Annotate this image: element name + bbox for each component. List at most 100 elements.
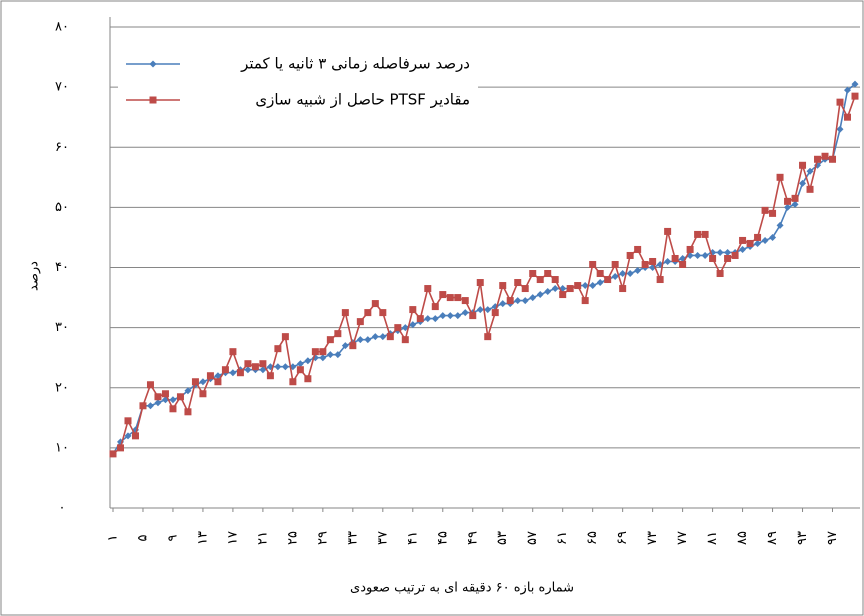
data-point	[311, 348, 319, 356]
x-tick-label: ۹	[165, 534, 180, 541]
data-point	[484, 306, 492, 314]
data-point	[161, 390, 169, 398]
data-point	[379, 333, 387, 341]
data-point	[806, 185, 814, 193]
x-tick-label: ۳۳	[345, 531, 360, 545]
data-point	[304, 375, 312, 383]
data-point	[544, 288, 552, 296]
data-point	[341, 309, 349, 317]
data-point	[281, 363, 289, 371]
legend-marker	[149, 96, 157, 104]
y-tick-label: ۲۰	[55, 380, 69, 395]
data-point	[154, 399, 162, 407]
data-point	[379, 309, 387, 317]
data-point	[401, 336, 409, 344]
x-tick-label: ۹۳	[795, 531, 810, 545]
y-tick-label: ۴۰	[55, 260, 69, 275]
data-point	[184, 408, 192, 416]
legend-label: درصد سرفاصله زمانی ۳ ثانیه یا کمتر	[240, 55, 470, 73]
data-point	[851, 92, 859, 100]
y-tick-label: ۷۰	[55, 80, 69, 95]
x-tick-label: ۸۹	[765, 531, 780, 545]
data-point	[769, 233, 777, 241]
data-point	[191, 378, 199, 386]
y-tick-label: ۱۰	[55, 440, 69, 455]
data-point	[319, 348, 327, 356]
data-point	[806, 167, 814, 175]
data-point	[236, 369, 244, 377]
data-point	[266, 372, 274, 380]
data-point	[596, 279, 604, 287]
data-point	[176, 393, 184, 401]
data-point	[469, 312, 477, 320]
data-point	[356, 336, 364, 344]
data-point	[829, 155, 837, 163]
data-point	[229, 348, 237, 356]
data-point	[664, 227, 672, 235]
data-point	[506, 297, 514, 305]
x-tick-label: ۲۹	[315, 531, 330, 545]
data-point	[289, 378, 297, 386]
data-point	[619, 270, 627, 278]
legend-label: مقادیر PTSF حاصل از شبیه سازی	[255, 91, 470, 109]
data-point	[326, 336, 334, 344]
x-tick-label: ۶۵	[585, 531, 600, 545]
data-point	[611, 273, 619, 281]
x-tick-label: ۸۱	[705, 531, 720, 545]
data-point	[724, 248, 732, 256]
data-point	[544, 270, 552, 278]
data-point	[454, 294, 462, 302]
data-point	[626, 251, 634, 259]
data-point	[461, 297, 469, 305]
x-tick-label: ۲۱	[255, 531, 270, 545]
x-tick-label: ۹۷	[825, 531, 840, 545]
data-point	[581, 297, 589, 305]
data-point	[499, 300, 507, 308]
legend-marker	[149, 60, 157, 68]
data-point	[611, 260, 619, 268]
data-point	[514, 297, 522, 305]
x-axis-title: شماره بازه ۶۰ دقیقه ای به ترتیب صعودی	[350, 581, 574, 596]
data-point	[536, 291, 544, 299]
data-point	[649, 257, 657, 265]
data-point	[754, 239, 762, 247]
x-tick-label: ۴۵	[435, 531, 450, 545]
data-point	[619, 285, 627, 293]
x-tick-label: ۷۳	[645, 531, 660, 545]
data-point	[514, 279, 522, 287]
data-point	[116, 444, 124, 452]
data-point	[349, 342, 357, 350]
data-point	[551, 276, 559, 284]
data-point	[131, 432, 139, 440]
data-point	[431, 315, 439, 323]
data-point	[701, 251, 709, 259]
data-point	[139, 402, 147, 410]
data-point	[791, 194, 799, 202]
data-point	[296, 366, 304, 374]
data-point	[364, 336, 372, 344]
x-tick-label: ۴۹	[465, 531, 480, 545]
data-point	[341, 342, 349, 350]
data-point	[124, 417, 132, 425]
x-tick-label: ۵۷	[525, 531, 540, 545]
data-point	[536, 276, 544, 284]
data-point	[424, 315, 432, 323]
data-point	[739, 245, 747, 253]
data-point	[559, 291, 567, 299]
x-tick-label: ۵۳	[495, 531, 510, 545]
data-point	[716, 270, 724, 278]
data-point	[701, 230, 709, 238]
data-point	[221, 366, 229, 374]
data-point	[124, 432, 132, 440]
data-point	[776, 221, 784, 229]
x-tick-label: ۱۳	[195, 531, 210, 545]
data-point	[769, 209, 777, 217]
data-point	[446, 312, 454, 320]
y-axis-title: درصد	[27, 261, 42, 291]
series-line	[112, 95, 856, 455]
data-point	[634, 245, 642, 253]
x-tick-label: ۴۱	[405, 531, 420, 545]
data-point	[244, 360, 252, 368]
data-point	[409, 306, 417, 314]
data-point	[814, 155, 822, 163]
